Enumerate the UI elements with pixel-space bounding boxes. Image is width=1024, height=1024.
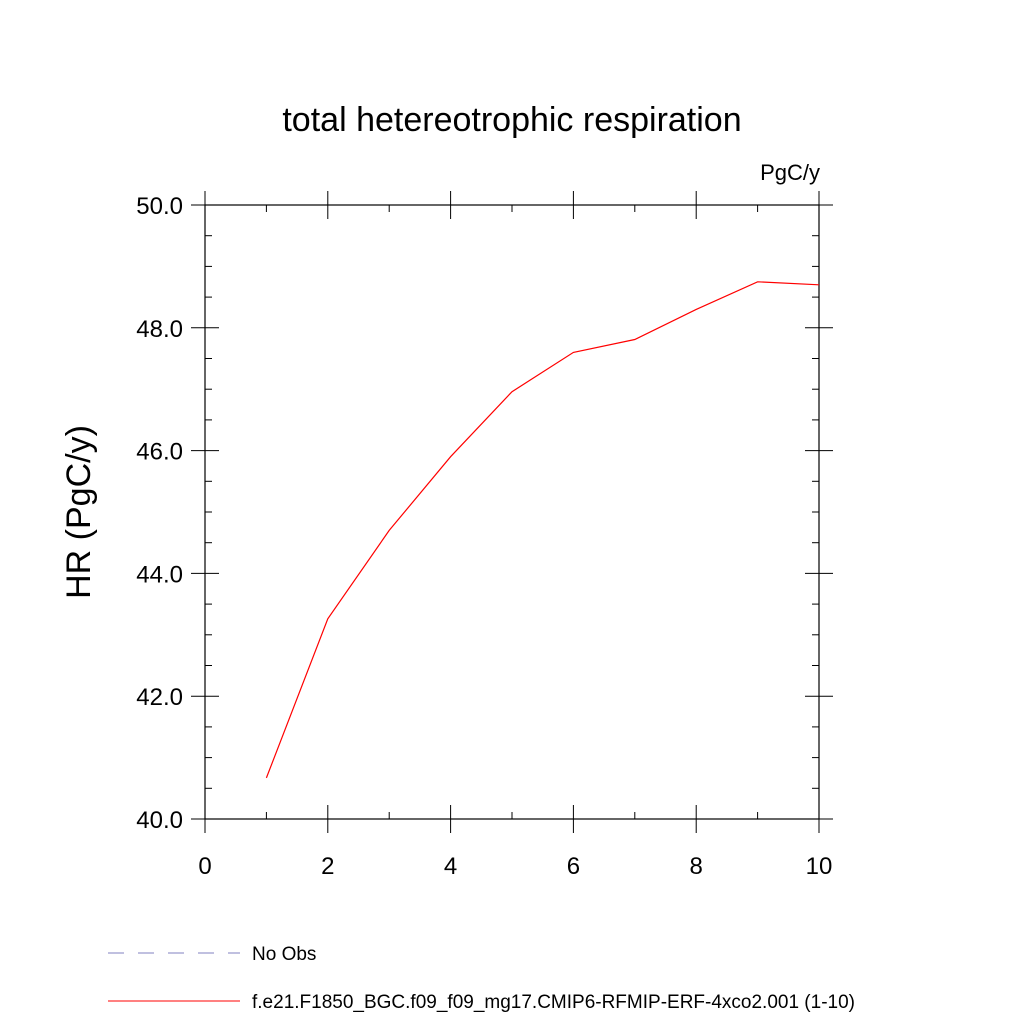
- y-tick-label: 44.0: [136, 561, 183, 588]
- y-tick-label: 40.0: [136, 807, 183, 834]
- legend: No Obs f.e21.F1850_BGC.f09_f09_mg17.CMIP…: [108, 944, 855, 1013]
- data-point: [694, 307, 699, 312]
- major-ticks: [191, 191, 833, 833]
- data-point: [510, 389, 515, 394]
- data-point: [817, 282, 822, 287]
- plot-frame: [204, 204, 820, 820]
- chart-title: total hetereotrophic respiration: [282, 101, 741, 139]
- data-point: [571, 350, 576, 355]
- data-point: [387, 528, 392, 533]
- data-point: [264, 775, 269, 780]
- y-tick-label: 42.0: [136, 684, 183, 711]
- x-tick-label: 4: [444, 853, 457, 880]
- y-axis-label: HR (PgC/y): [60, 425, 98, 599]
- x-tick-label: 8: [690, 853, 703, 880]
- y-tick-label: 46.0: [136, 439, 183, 466]
- legend-label-series: f.e21.F1850_BGC.f09_f09_mg17.CMIP6-RFMIP…: [252, 992, 855, 1013]
- data-point: [755, 279, 760, 284]
- series-layer: [264, 279, 822, 780]
- x-tick-label: 0: [198, 853, 211, 880]
- x-tick-label: 2: [321, 853, 334, 880]
- series-line: [265, 281, 820, 779]
- y-tick-label: 48.0: [136, 316, 183, 343]
- data-point: [448, 454, 453, 459]
- legend-label-no-obs: No Obs: [252, 944, 316, 965]
- x-tick-label: 10: [806, 853, 833, 880]
- data-point: [632, 337, 637, 342]
- y-tick-label: 50.0: [136, 193, 183, 220]
- data-point: [325, 616, 330, 621]
- minor-ticks: [205, 205, 819, 819]
- tick-labels: 40.0 42.0 44.0 46.0 48.0 50.0 0 2 4 6 8 10: [136, 193, 832, 880]
- x-tick-label: 6: [567, 853, 580, 880]
- units-label: PgC/y: [760, 160, 820, 185]
